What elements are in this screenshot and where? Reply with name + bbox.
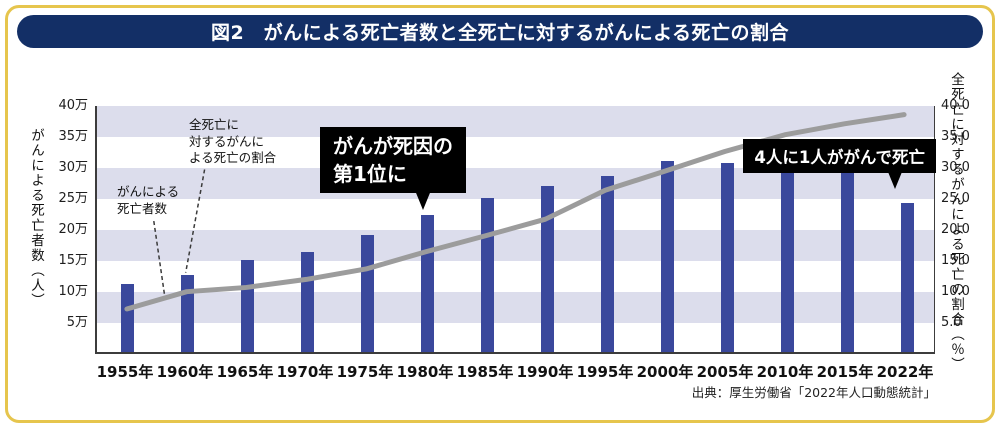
deaths-label-connector-line <box>153 220 166 297</box>
axis-tick-label: 5万 <box>66 315 88 330</box>
axis-tick-label: 15万 <box>58 253 88 268</box>
x-axis-label: 2022年 <box>876 363 934 381</box>
bar <box>780 166 794 352</box>
axis-tick-label: 10万 <box>58 284 88 299</box>
callout-pointer-1980 <box>412 183 434 210</box>
axis-tick-label: 35.0 <box>941 129 970 144</box>
callout-cancer-top-cause: がんが死因の 第1位に <box>320 127 466 193</box>
axis-tick-label: 20.0 <box>941 222 970 237</box>
left-axis-title: がんによる死亡者数（人） <box>28 128 44 308</box>
x-axis-label: 1960年 <box>156 363 214 381</box>
axis-tick-label: 5.0 <box>941 315 962 330</box>
axis-tick-label: 30.0 <box>941 160 970 175</box>
callout-cancer-top-cause-line2: 第1位に <box>333 162 407 186</box>
axis-tick-label: 10.0 <box>941 284 970 299</box>
x-axis-label: 2000年 <box>636 363 694 381</box>
bar <box>900 203 914 352</box>
axis-tick-label: 35万 <box>58 129 88 144</box>
axis-tick-label: 40.0 <box>941 98 970 113</box>
x-axis-label: 1970年 <box>276 363 334 381</box>
axis-tick-label: 30万 <box>58 160 88 175</box>
axis-tick-label: 40万 <box>58 98 88 113</box>
bar <box>840 169 854 352</box>
x-axis-label: 1955年 <box>96 363 154 381</box>
axis-tick-label: 25.0 <box>941 191 970 206</box>
ratio-series-label: 全死亡に 対するがんに よる死亡の割合 <box>189 117 277 165</box>
bar <box>420 215 434 352</box>
x-axis-label: 2010年 <box>756 363 814 381</box>
x-axis-label: 1985年 <box>456 363 514 381</box>
bar <box>360 234 374 352</box>
bar <box>180 275 194 352</box>
axis-tick-label: 15.0 <box>941 253 970 268</box>
bar <box>480 198 494 352</box>
deaths-series-label: がんによる 死亡者数 <box>117 184 180 216</box>
bar <box>600 175 614 352</box>
bar <box>540 185 554 352</box>
right-axis-title: 全死亡に対するがんによる死亡の割合（％） <box>948 72 964 372</box>
callout-cancer-top-cause-line1: がんが死因の <box>333 134 453 158</box>
x-axis-label: 2015年 <box>816 363 874 381</box>
x-axis-labels: 1955年 1960年 1965年 1970年 1975年 1980年 1985年 1990年… <box>95 361 935 381</box>
x-axis-label: 2005年 <box>696 363 754 381</box>
bar <box>240 260 254 352</box>
x-axis-label: 1995年 <box>576 363 634 381</box>
figure-title: 図2 がんによる死亡者数と全死亡に対するがんによる死亡の割合 <box>17 15 983 48</box>
bar <box>120 284 134 352</box>
axis-tick-label: 20万 <box>58 222 88 237</box>
bar <box>300 252 314 352</box>
x-axis-label: 1965年 <box>216 363 274 381</box>
x-axis-label: 1990年 <box>516 363 574 381</box>
bar <box>660 161 674 352</box>
axis-tick-label: 25万 <box>58 191 88 206</box>
bar <box>720 162 734 352</box>
source-note: 出典：厚生労働省「2022年人口動態統計」 <box>691 385 936 400</box>
x-axis-label: 1980年 <box>396 363 454 381</box>
ratio-label-connector-line <box>184 169 206 273</box>
callout-one-in-four: 4人に1人ががんで死亡 <box>743 139 936 173</box>
x-axis-label: 1975年 <box>336 363 394 381</box>
callout-pointer-2022 <box>886 167 904 189</box>
